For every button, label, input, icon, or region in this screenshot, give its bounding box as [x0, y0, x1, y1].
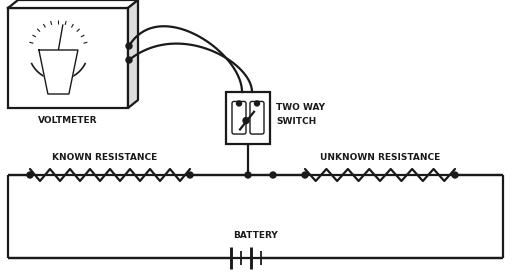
FancyBboxPatch shape: [232, 101, 246, 134]
Circle shape: [126, 43, 132, 49]
FancyBboxPatch shape: [250, 101, 264, 134]
Text: TWO WAY: TWO WAY: [276, 103, 325, 113]
Polygon shape: [8, 0, 138, 8]
Polygon shape: [128, 0, 138, 108]
Text: VOLTMETER: VOLTMETER: [38, 116, 98, 125]
Circle shape: [270, 172, 276, 178]
Circle shape: [302, 172, 308, 178]
Bar: [226, 92, 270, 144]
Circle shape: [27, 172, 33, 178]
Text: KNOWN RESISTANCE: KNOWN RESISTANCE: [52, 153, 158, 162]
Circle shape: [243, 118, 249, 124]
Circle shape: [254, 101, 260, 106]
Text: UNKNOWN RESISTANCE: UNKNOWN RESISTANCE: [320, 153, 440, 162]
Bar: [8, 8, 128, 108]
Circle shape: [452, 172, 458, 178]
Circle shape: [245, 172, 251, 178]
Text: BATTERY: BATTERY: [232, 232, 278, 240]
Text: SWITCH: SWITCH: [276, 118, 316, 126]
Polygon shape: [39, 50, 78, 94]
Circle shape: [187, 172, 193, 178]
Circle shape: [126, 57, 132, 63]
Circle shape: [237, 101, 242, 106]
